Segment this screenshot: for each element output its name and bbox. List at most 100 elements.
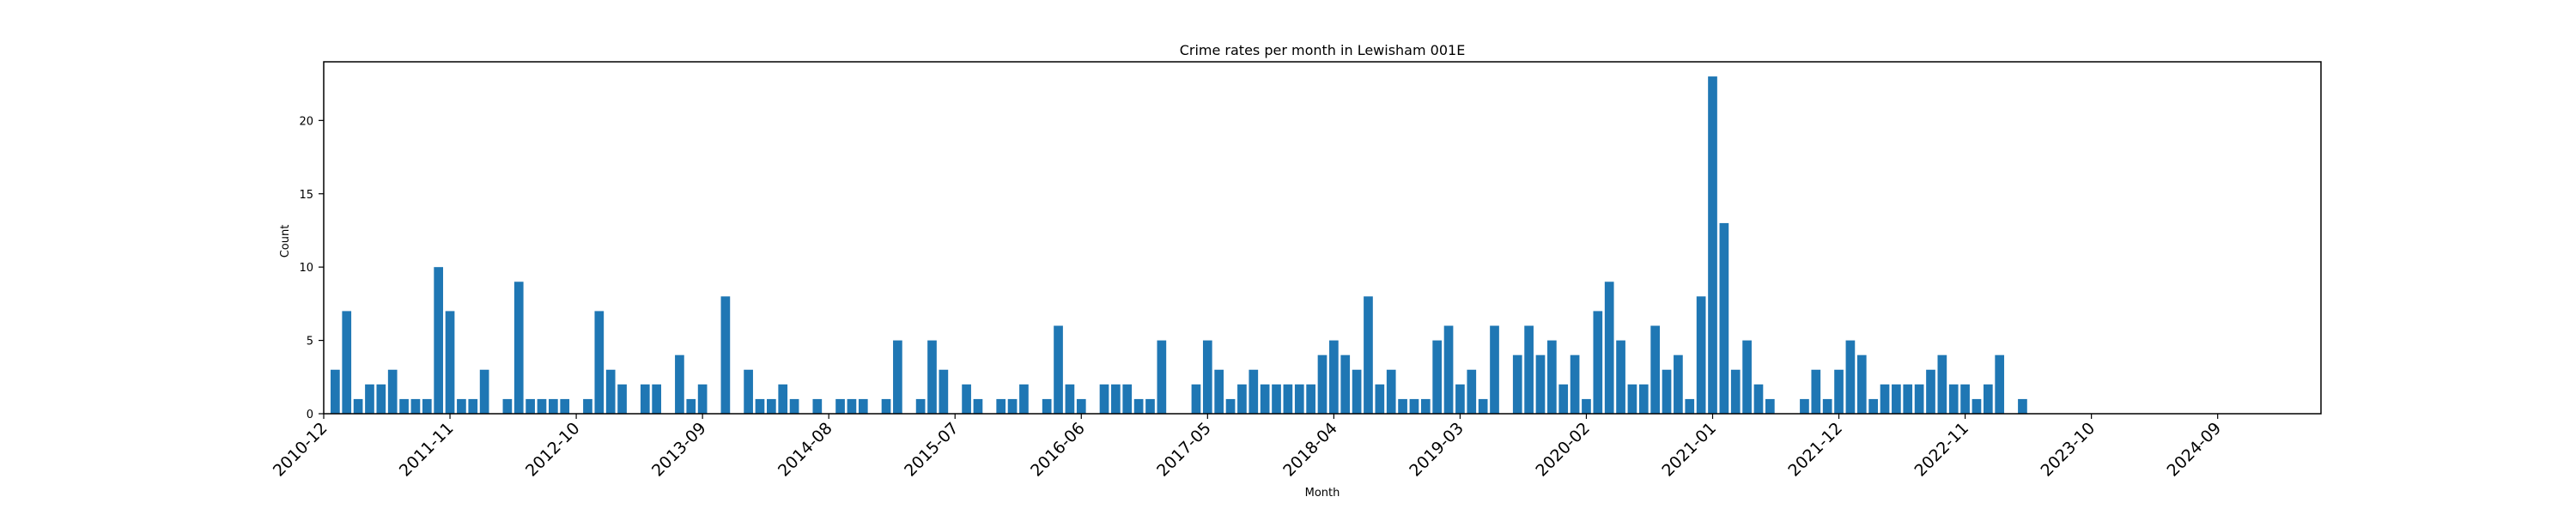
bar-2014-11	[858, 398, 868, 414]
bar-2021-11	[1822, 398, 1832, 414]
bar-2011-09	[422, 398, 432, 414]
bar-2016-01	[1019, 384, 1029, 414]
bar-2022-09	[1937, 354, 1947, 414]
y-tick-label: 20	[299, 115, 313, 128]
bar-2011-08	[410, 398, 421, 414]
bar-2012-05	[513, 282, 524, 414]
bar-2012-01	[468, 398, 478, 414]
bar-2014-01	[744, 369, 753, 414]
bar-2019-02	[1443, 325, 1454, 414]
bar-2018-03	[1317, 354, 1327, 414]
bar-2019-06	[1490, 325, 1499, 414]
bar-2019-03	[1455, 384, 1465, 414]
bar-2013-05	[652, 384, 662, 414]
x-tick-label: 2012-10	[522, 419, 584, 481]
bar-2020-10	[1674, 354, 1683, 414]
bar-2011-04	[365, 384, 374, 414]
x-tick-label: 2016-06	[1027, 419, 1089, 481]
bar-2018-12	[1420, 398, 1431, 414]
bar-2019-12	[1558, 384, 1569, 414]
bar-2018-07	[1364, 296, 1373, 414]
bar-2015-05	[927, 340, 937, 414]
bar-2016-06	[1076, 398, 1086, 414]
x-tick-label: 2024-09	[2164, 419, 2226, 481]
bar-2021-03	[1730, 369, 1741, 414]
bar-2015-02	[893, 340, 902, 414]
y-axis-label: Count	[279, 225, 292, 258]
bar-2013-01	[605, 369, 616, 414]
y-tick-label: 5	[307, 336, 313, 348]
bar-2018-04	[1329, 340, 1339, 414]
bar-2013-07	[675, 354, 684, 414]
bar-2017-12	[1283, 384, 1293, 414]
x-tick-label: 2021-12	[1784, 419, 1846, 481]
y-ticks-group: 0 5 10 15 20	[299, 115, 324, 421]
bar-2011-05	[376, 384, 386, 414]
y-tick-label: 0	[307, 409, 313, 421]
x-tick-label: 2014-08	[775, 419, 836, 481]
bar-2022-07	[1914, 384, 1924, 414]
bar-2020-05	[1616, 340, 1625, 414]
bar-2015-04	[915, 398, 926, 414]
bar-2018-08	[1375, 384, 1385, 414]
x-tick-label: 2017-05	[1153, 419, 1215, 481]
bar-2020-03	[1593, 311, 1603, 414]
bar-2020-04	[1604, 282, 1614, 414]
bar-2015-08	[962, 384, 971, 414]
bar-2017-04	[1191, 384, 1201, 414]
x-tick-label: 2015-07	[901, 419, 963, 481]
bar-2019-08	[1512, 354, 1522, 414]
bar-2018-09	[1386, 369, 1396, 414]
bar-2015-12	[1007, 398, 1018, 414]
bar-2012-07	[537, 398, 547, 414]
bar-2011-11	[445, 311, 455, 414]
bar-2017-09	[1249, 369, 1259, 414]
bar-2012-08	[549, 398, 558, 414]
bar-2013-09	[697, 384, 708, 414]
bar-2012-09	[560, 398, 570, 414]
bar-2012-12	[594, 311, 605, 414]
bar-2016-10	[1122, 384, 1133, 414]
bar-2016-05	[1065, 384, 1075, 414]
bar-2020-01	[1570, 354, 1580, 414]
x-tick-label: 2020-02	[1532, 419, 1594, 481]
x-tick-label: 2019-03	[1406, 419, 1467, 481]
bar-2012-02	[479, 369, 489, 414]
x-tick-label: 2021-01	[1658, 419, 1720, 481]
bar-2018-10	[1398, 398, 1407, 414]
chart-title: Crime rates per month in Lewisham 001E	[1180, 42, 1466, 58]
bar-2017-10	[1260, 384, 1270, 414]
bar-2015-06	[939, 369, 949, 414]
x-tick-label: 2018-04	[1279, 419, 1341, 481]
bar-2017-07	[1225, 398, 1236, 414]
x-tick-label: 2013-09	[648, 419, 710, 481]
bar-2013-11	[720, 296, 731, 414]
bar-2015-09	[973, 398, 983, 414]
bar-2021-05	[1753, 384, 1764, 414]
y-tick-label: 10	[299, 262, 313, 275]
x-tick-label: 2011-11	[396, 419, 458, 481]
bar-2016-03	[1042, 398, 1052, 414]
bar-2021-10	[1811, 369, 1821, 414]
x-tick-label: 2022-11	[1911, 419, 1972, 481]
bar-2016-12	[1145, 398, 1155, 414]
bar-2011-06	[387, 369, 398, 414]
bar-2016-09	[1111, 384, 1121, 414]
bar-2011-01	[331, 369, 340, 414]
bar-2019-05	[1478, 398, 1488, 414]
plot-frame	[323, 61, 2322, 415]
bar-2016-11	[1133, 398, 1144, 414]
bar-2012-04	[502, 398, 513, 414]
bar-2022-05	[1892, 384, 1901, 414]
bar-2014-07	[812, 398, 823, 414]
bar-2020-02	[1582, 398, 1591, 414]
bar-2021-12	[1834, 369, 1844, 414]
x-axis-label: Month	[1305, 487, 1340, 500]
bar-2020-08	[1650, 325, 1661, 414]
bar-2014-10	[847, 398, 857, 414]
bar-2019-10	[1535, 354, 1546, 414]
bar-2011-07	[399, 398, 409, 414]
bar-2019-09	[1524, 325, 1534, 414]
bar-2020-07	[1638, 384, 1649, 414]
bar-2022-01	[1845, 340, 1856, 414]
